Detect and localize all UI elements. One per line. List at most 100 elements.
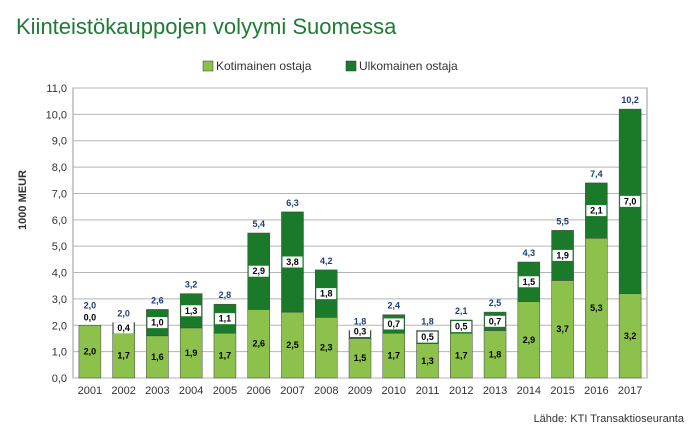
- total-value-label: 2,5: [489, 298, 502, 308]
- x-tick-label: 2009: [348, 385, 372, 397]
- foreign-label-box: [552, 249, 573, 261]
- foreign-value-label: 1,5: [523, 277, 536, 287]
- x-tick-label: 2010: [382, 385, 406, 397]
- foreign-label-box: [248, 265, 269, 277]
- y-tick-label: 3,0: [52, 294, 67, 306]
- total-value-label: 2,0: [117, 309, 130, 319]
- x-tick-label: 2002: [111, 385, 135, 397]
- x-tick-label: 2011: [416, 385, 440, 397]
- y-axis-label: 1000 MEUR: [17, 170, 29, 230]
- x-tick-label: 2007: [280, 385, 304, 397]
- x-tick-label: 2004: [179, 385, 203, 397]
- domestic-value-label: 1,7: [117, 351, 130, 361]
- bars: 2,0 0,0 2,0 1,7 0,4 2,0 1,6 1,0 2,6 1,9 1,3 3,2 1,7 1…: [78, 95, 642, 379]
- domestic-value-label: 2,9: [523, 335, 536, 345]
- foreign-label-box: [214, 313, 235, 325]
- total-value-label: 6,3: [286, 198, 299, 208]
- y-tick-label: 1,0: [52, 347, 67, 359]
- y-tick-label: 8,0: [52, 162, 67, 174]
- x-tick-label: 2005: [213, 385, 237, 397]
- domestic-value-label: 1,5: [354, 353, 367, 363]
- x-tick-label: 2001: [78, 385, 102, 397]
- foreign-value-label: 2,1: [590, 206, 603, 216]
- y-tick-label: 0,0: [52, 373, 67, 385]
- domestic-value-label: 1,8: [489, 349, 502, 359]
- foreign-value-label: 1,3: [185, 306, 198, 316]
- foreign-value-label: 1,0: [151, 318, 164, 328]
- x-tick-label: 2017: [618, 385, 642, 397]
- foreign-value-label: 1,1: [219, 314, 232, 324]
- y-tick-label: 6,0: [52, 215, 67, 227]
- legend-swatch-domestic: [202, 60, 214, 72]
- y-tick-label: 11,0: [46, 83, 67, 95]
- foreign-value-label: 3,8: [286, 257, 299, 267]
- foreign-label-box: [282, 256, 303, 268]
- foreign-value-label: 1,9: [556, 250, 569, 260]
- x-tick-label: 2003: [145, 385, 169, 397]
- total-value-label: 4,2: [320, 256, 333, 266]
- total-value-label: 5,5: [556, 216, 569, 226]
- total-value-label: 1,8: [354, 317, 367, 327]
- foreign-value-label: 2,9: [252, 266, 265, 276]
- total-value-label: 3,2: [185, 280, 198, 290]
- domestic-value-label: 1,9: [185, 348, 198, 358]
- total-value-label: 10,2: [621, 95, 639, 105]
- foreign-label-box: [451, 321, 472, 333]
- foreign-value-label: 0,3: [354, 326, 367, 336]
- total-value-label: 2,6: [151, 295, 164, 305]
- total-value-label: 2,4: [388, 301, 401, 311]
- y-tick-label: 10,0: [46, 109, 67, 121]
- total-value-label: 7,4: [590, 169, 603, 179]
- y-tick-label: 4,0: [52, 268, 67, 280]
- domestic-value-label: 1,3: [421, 356, 434, 366]
- foreign-label-box: [147, 317, 168, 329]
- domestic-value-label: 3,7: [556, 324, 569, 334]
- legend-label-foreign: Ulkomainen ostaja: [359, 59, 458, 73]
- bar-domestic: [78, 325, 102, 379]
- gridlines: [72, 87, 648, 379]
- x-tick-label: 2006: [246, 385, 270, 397]
- legend-label-domestic: Kotimainen ostaja: [216, 59, 312, 73]
- foreign-value-label: 1,8: [320, 289, 333, 299]
- total-value-label: 2,8: [219, 290, 232, 300]
- foreign-value-label: 0,4: [117, 323, 130, 333]
- total-value-label: 1,8: [421, 317, 434, 327]
- foreign-label-box: [518, 276, 539, 288]
- foreign-value-label: 0,7: [489, 316, 502, 326]
- domestic-value-label: 1,7: [219, 351, 232, 361]
- foreign-label-box: [586, 205, 607, 217]
- x-tick-label: 2015: [550, 385, 574, 397]
- foreign-value-label: 7,0: [624, 196, 637, 206]
- y-tick-label: 2,0: [52, 320, 67, 332]
- y-tick-label: 7,0: [52, 188, 67, 200]
- chart-title: Kiinteistökauppojen volyymi Suomessa: [16, 14, 397, 39]
- foreign-label-box: [316, 288, 337, 300]
- foreign-label-box: [350, 325, 370, 337]
- x-tick-label: 2008: [314, 385, 338, 397]
- total-value-label: 2,0: [84, 300, 97, 310]
- domestic-value-label: 1,7: [455, 351, 468, 361]
- x-tick-label: 2012: [449, 385, 473, 397]
- foreign-label-box: [485, 315, 506, 327]
- foreign-label-box: [113, 322, 134, 334]
- axes: 0,0 1,0 2,0 3,0 4,0 5,0 6,0 7,0 8,0 9,0 10,0 11,0 20…: [46, 83, 643, 397]
- foreign-value-label: 0,0: [84, 312, 97, 322]
- domestic-value-label: 5,3: [590, 303, 603, 313]
- domestic-value-label: 2,0: [84, 347, 97, 357]
- foreign-label-box: [79, 311, 100, 323]
- total-value-label: 2,1: [455, 306, 468, 316]
- x-tick-label: 2014: [517, 385, 541, 397]
- domestic-value-label: 1,6: [151, 352, 164, 362]
- foreign-label-box: [620, 195, 641, 207]
- foreign-label-box: [417, 331, 438, 343]
- foreign-label-box: [383, 318, 404, 330]
- foreign-label-box: [181, 305, 202, 317]
- total-value-label: 5,4: [252, 219, 265, 229]
- legend-swatch-foreign: [345, 60, 357, 72]
- domestic-value-label: 1,7: [388, 351, 401, 361]
- source-note: Lähde: KTI Transaktioseuranta: [533, 413, 684, 425]
- x-tick-label: 2016: [584, 385, 608, 397]
- x-tick-label: 2013: [483, 385, 507, 397]
- domestic-value-label: 2,6: [252, 339, 265, 349]
